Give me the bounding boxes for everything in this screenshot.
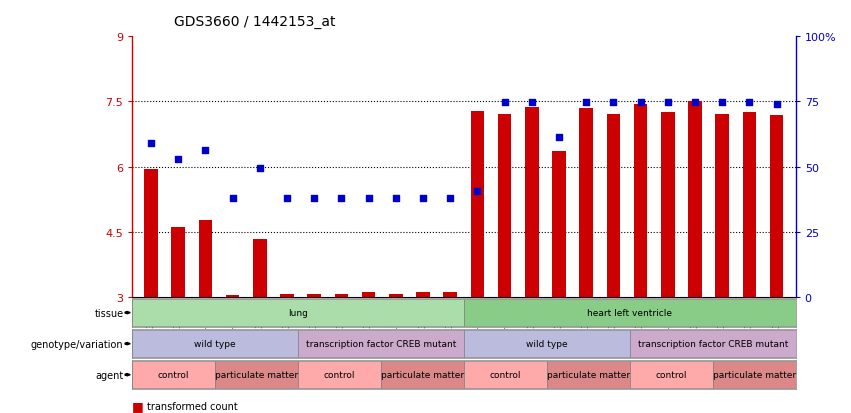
- Bar: [362, 292, 375, 297]
- Bar: [525, 108, 539, 297]
- Bar: [634, 105, 648, 297]
- Point: [253, 165, 266, 171]
- Bar: [580, 109, 593, 297]
- Text: genotype/variation: genotype/variation: [31, 339, 123, 349]
- Text: control: control: [655, 370, 687, 379]
- Text: particulate matter: particulate matter: [380, 370, 464, 379]
- FancyBboxPatch shape: [298, 330, 464, 357]
- Bar: [552, 152, 566, 297]
- FancyBboxPatch shape: [132, 330, 298, 357]
- Text: control: control: [489, 370, 521, 379]
- Text: transcription factor CREB mutant: transcription factor CREB mutant: [306, 339, 456, 348]
- Text: particulate matter: particulate matter: [546, 370, 630, 379]
- Bar: [144, 170, 157, 297]
- Text: particulate matter: particulate matter: [712, 370, 796, 379]
- Point: [362, 195, 375, 202]
- Point: [525, 100, 539, 107]
- Bar: [171, 227, 185, 297]
- Point: [226, 195, 239, 202]
- Bar: [443, 292, 457, 297]
- Point: [280, 195, 294, 202]
- Point: [307, 195, 321, 202]
- Bar: [389, 295, 403, 297]
- FancyBboxPatch shape: [464, 330, 630, 357]
- Point: [171, 156, 185, 163]
- Text: transformed count: transformed count: [147, 401, 238, 411]
- Bar: [198, 220, 212, 297]
- FancyBboxPatch shape: [464, 299, 796, 326]
- Point: [634, 100, 648, 107]
- Bar: [280, 294, 294, 297]
- Point: [661, 100, 675, 107]
- Text: wild type: wild type: [526, 339, 568, 348]
- FancyBboxPatch shape: [381, 361, 464, 388]
- Bar: [607, 114, 620, 297]
- Text: tissue: tissue: [94, 308, 123, 318]
- Text: agent: agent: [95, 370, 123, 380]
- FancyBboxPatch shape: [132, 361, 214, 388]
- Point: [443, 195, 457, 202]
- Bar: [307, 295, 321, 297]
- FancyBboxPatch shape: [630, 330, 796, 357]
- FancyBboxPatch shape: [630, 361, 713, 388]
- Point: [498, 100, 511, 107]
- Bar: [334, 295, 348, 297]
- Bar: [253, 240, 266, 297]
- Point: [416, 195, 430, 202]
- Bar: [471, 112, 484, 297]
- Text: lung: lung: [288, 309, 308, 317]
- Point: [144, 140, 157, 147]
- Text: wild type: wild type: [194, 339, 236, 348]
- FancyBboxPatch shape: [713, 361, 796, 388]
- FancyBboxPatch shape: [132, 299, 464, 326]
- Point: [607, 100, 620, 107]
- Bar: [716, 114, 729, 297]
- Text: ■: ■: [132, 399, 148, 412]
- Text: transcription factor CREB mutant: transcription factor CREB mutant: [637, 339, 788, 348]
- Point: [743, 100, 757, 107]
- Point: [688, 100, 702, 107]
- Point: [389, 195, 403, 202]
- Point: [770, 101, 784, 108]
- Point: [198, 147, 212, 154]
- Text: particulate matter: particulate matter: [214, 370, 298, 379]
- FancyBboxPatch shape: [464, 361, 547, 388]
- FancyBboxPatch shape: [298, 361, 381, 388]
- Bar: [226, 295, 239, 297]
- Point: [471, 188, 484, 195]
- Text: control: control: [157, 370, 189, 379]
- FancyBboxPatch shape: [547, 361, 630, 388]
- Bar: [498, 114, 511, 297]
- Bar: [743, 113, 757, 297]
- Point: [716, 100, 729, 107]
- Point: [552, 135, 566, 141]
- Point: [580, 100, 593, 107]
- Text: GDS3660 / 1442153_at: GDS3660 / 1442153_at: [174, 15, 336, 29]
- Text: control: control: [323, 370, 355, 379]
- Bar: [661, 113, 675, 297]
- Point: [334, 195, 348, 202]
- Bar: [770, 116, 784, 297]
- Bar: [688, 101, 702, 297]
- Bar: [416, 292, 430, 297]
- Text: heart left ventricle: heart left ventricle: [587, 309, 672, 317]
- FancyBboxPatch shape: [214, 361, 298, 388]
